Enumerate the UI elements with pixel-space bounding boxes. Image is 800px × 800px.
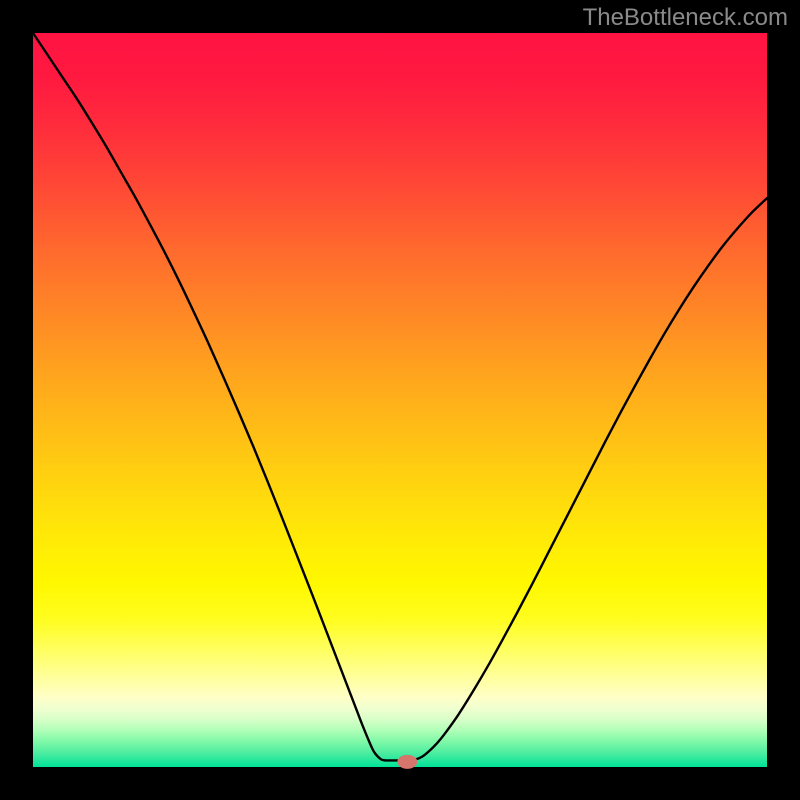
marker-point (397, 755, 417, 769)
chart-svg (0, 0, 800, 800)
plot-background (33, 33, 767, 767)
